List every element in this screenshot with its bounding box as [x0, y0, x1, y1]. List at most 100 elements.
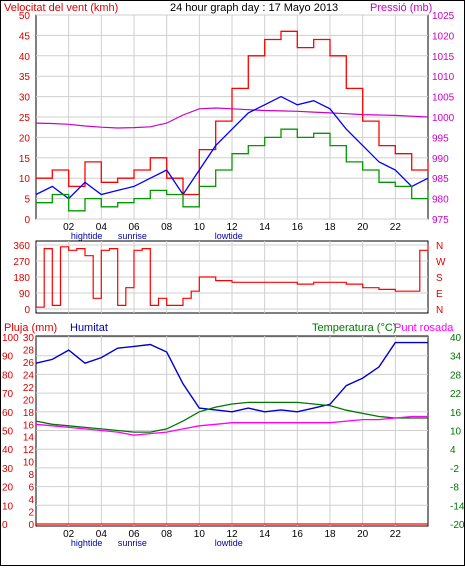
pressure-right-axis: 975 980 985 990 995 1000 1005 1010 1015 1020 1025 [432, 11, 455, 226]
humidity-x-tick-label: 18 [324, 529, 336, 540]
humidity-tick-label: 50 [2, 427, 14, 438]
compass-tick-label: N [436, 241, 443, 252]
wind-x-tick-label: 20 [357, 222, 369, 233]
direction-line [36, 245, 429, 308]
pressure-tick-label: 1020 [432, 31, 455, 42]
compass-tick-label: W [436, 257, 446, 268]
wind-x-tick-label: 10 [194, 222, 206, 233]
wind-x-tick-label: 04 [96, 222, 108, 233]
wind-tick-label: 40 [19, 52, 31, 63]
sunrise-marker: sunrise [118, 231, 147, 241]
humidity-grid [36, 336, 428, 526]
rain-left-axis: 0 10 20 30 40 50 60 70 80 90 100 [2, 333, 19, 531]
temperature-axis-title: Temperatura (°C) [312, 322, 396, 334]
wind-tick-label: 10 [19, 174, 31, 185]
lowtide-marker-bottom: lowtide [215, 538, 243, 548]
pressure-tick-label: 995 [432, 133, 449, 144]
compass-tick-label: E [436, 289, 443, 300]
pressure-tick-label: 1025 [432, 11, 455, 22]
humidity-tick-label: 30 [2, 464, 14, 475]
humidity-x-tick-label: 22 [390, 529, 402, 540]
wind-x-tick-label: 08 [161, 222, 173, 233]
rain-tick-label: 0 [28, 520, 34, 531]
wind-tick-label: 15 [19, 154, 31, 165]
wind-x-tick-label: 16 [292, 222, 304, 233]
gust-line [36, 30, 429, 196]
rain-tick-label: 12 [23, 445, 35, 456]
rain-tick-label: 4 [28, 495, 34, 506]
rain-tick-label: 24 [23, 370, 35, 381]
direction-tick-label: 360 [13, 241, 30, 252]
rain-tick-label: 10 [23, 458, 35, 469]
pressure-axis-title: Pressió (mb) [370, 2, 432, 14]
wind-tick-label: 50 [19, 11, 31, 22]
direction-tick-label: 90 [19, 289, 31, 300]
wind-left-axis: 0 5 10 15 20 25 30 35 40 45 50 [19, 11, 31, 226]
wind-x-tick-label: 22 [390, 222, 402, 233]
temperature-tick-label: -14 [450, 501, 465, 512]
dewpoint-axis-title: Punt rosada [394, 322, 454, 334]
wind-x-tick-label: 02 [63, 222, 75, 233]
temperature-tick-label: 4 [450, 445, 456, 456]
rain-tick-label: 6 [28, 483, 34, 494]
rain-tick-label: 8 [28, 470, 34, 481]
wind-tick-label: 25 [19, 113, 31, 124]
temperature-tick-label: 28 [450, 370, 462, 381]
humidity-x-tick-label: 20 [357, 529, 369, 540]
humidity-tick-label: 0 [2, 520, 8, 531]
humidity-line [35, 341, 428, 413]
direction-tick-label: 0 [24, 305, 30, 316]
wind-tick-label: 30 [19, 93, 31, 104]
wind-axis-title: Velocitat del vent (kmh) [4, 2, 118, 14]
wind-x-tick-label: 12 [226, 222, 238, 233]
temperature-tick-label: -2 [450, 464, 459, 475]
direction-series [36, 245, 429, 308]
wind-series [35, 30, 429, 212]
temperature-line [35, 401, 428, 433]
wind-tick-label: 35 [19, 72, 31, 83]
wind-speed-line [36, 128, 429, 212]
wind-x-tick-label: 18 [324, 222, 336, 233]
humidity-tick-label: 80 [2, 370, 14, 381]
lowtide-marker: lowtide [215, 231, 243, 241]
pressure-tick-label: 1015 [432, 52, 455, 63]
rain-tick-label: 2 [28, 508, 34, 519]
humidity-tick-label: 100 [2, 333, 19, 344]
rain-tick-label: 20 [23, 395, 35, 406]
temperature-right-axis: -20 -14 -8 -2 4 10 16 22 28 34 40 [450, 333, 465, 531]
humidity-tick-label: 20 [2, 483, 14, 494]
temperature-tick-label: 34 [450, 352, 462, 363]
temperature-tick-label: -8 [450, 483, 459, 494]
rain-tick-label: 26 [23, 358, 35, 369]
humidity-x-axis: 02 04 06 08 10 12 14 16 18 20 22 hightide sunrise low… [63, 529, 401, 548]
compass-tick-label: S [436, 273, 443, 284]
wind-tick-label: 45 [19, 31, 31, 42]
compass-tick-label: N [436, 305, 443, 316]
pressure-tick-label: 1010 [432, 72, 455, 83]
direction-left-axis: 0 90 180 270 360 [13, 241, 30, 316]
humidity-x-tick-label: 02 [63, 529, 75, 540]
pressure-tick-label: 980 [432, 195, 449, 206]
pressure-tick-label: 1000 [432, 113, 455, 124]
wind-tick-label: 5 [24, 195, 30, 206]
pressure-tick-label: 975 [432, 215, 449, 226]
temperature-tick-label: 10 [450, 427, 462, 438]
rain-axis-title: Pluja (mm) [4, 322, 57, 334]
rain-tick-label: 14 [23, 433, 35, 444]
temperature-tick-label: -20 [450, 520, 465, 531]
humidity-tick-label: 60 [2, 408, 14, 419]
humidity-tick-label: 90 [2, 352, 14, 363]
wind-x-tick-label: 06 [128, 222, 140, 233]
rain-tick-label: 16 [23, 420, 35, 431]
rain-tick-label: 18 [23, 408, 35, 419]
humidity-x-tick-label: 14 [259, 529, 271, 540]
humidity-x-tick-label: 04 [96, 529, 108, 540]
wind-x-tick-label: 14 [259, 222, 271, 233]
temperature-tick-label: 22 [450, 389, 462, 400]
rain-tick-label: 30 [23, 333, 35, 344]
rain-tick-label: 28 [23, 345, 35, 356]
humidity-tick-label: 40 [2, 445, 14, 456]
